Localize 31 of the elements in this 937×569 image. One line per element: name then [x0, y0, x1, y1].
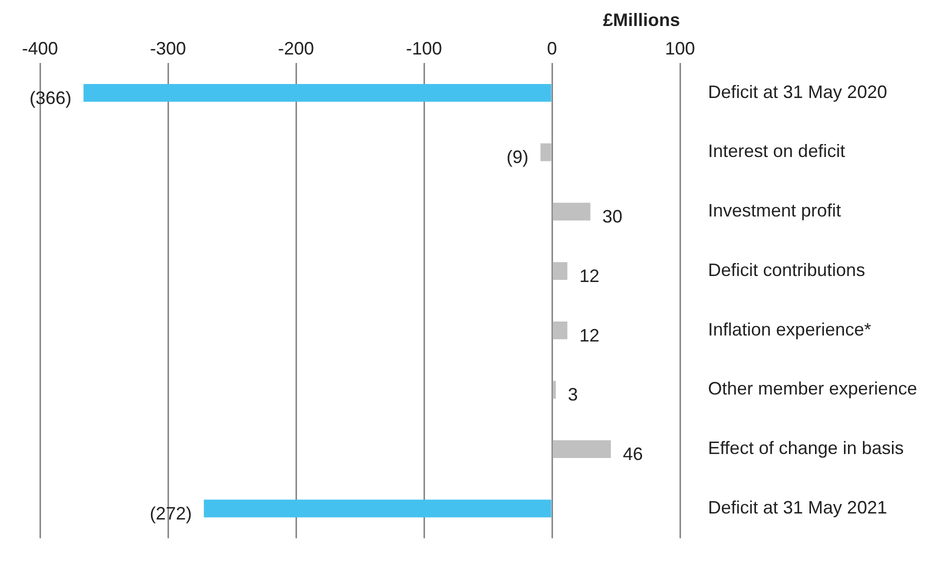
y-tick-label: Interest on deficit	[708, 141, 846, 162]
y-tick-label: Effect of change in basis	[708, 438, 904, 458]
data-label: 3	[568, 384, 578, 405]
y-tick-label: Deficit contributions	[708, 260, 866, 280]
x-tick-label: -100	[406, 38, 442, 58]
bar	[552, 262, 568, 280]
y-tick-label: Investment profit	[708, 200, 842, 221]
bar	[84, 84, 552, 102]
bar	[552, 202, 590, 221]
x-tick-label: 0	[546, 38, 558, 58]
x-tick-label: -300	[150, 38, 186, 58]
y-tick-label: Inflation experience*	[708, 319, 872, 340]
y-tick-label: Other member experience	[708, 378, 918, 399]
data-label: (272)	[150, 503, 192, 524]
data-label: 12	[579, 325, 600, 346]
data-label: (9)	[506, 147, 528, 168]
bar	[204, 500, 552, 518]
bar	[552, 321, 568, 340]
x-axis-title: £Millions	[602, 10, 680, 30]
data-label: 46	[622, 444, 643, 464]
y-tick-label: Deficit at 31 May 2021	[708, 497, 888, 518]
data-label: 12	[579, 266, 600, 286]
x-tick-label: -400	[22, 38, 58, 58]
bar	[540, 143, 552, 162]
bar	[552, 380, 556, 399]
bar	[552, 440, 611, 458]
x-tick-label: -200	[278, 38, 314, 58]
data-label: 30	[602, 206, 622, 227]
data-label: (366)	[29, 88, 72, 108]
y-tick-label: Deficit at 31 May 2020	[708, 82, 888, 102]
x-tick-label: 100	[664, 38, 696, 58]
